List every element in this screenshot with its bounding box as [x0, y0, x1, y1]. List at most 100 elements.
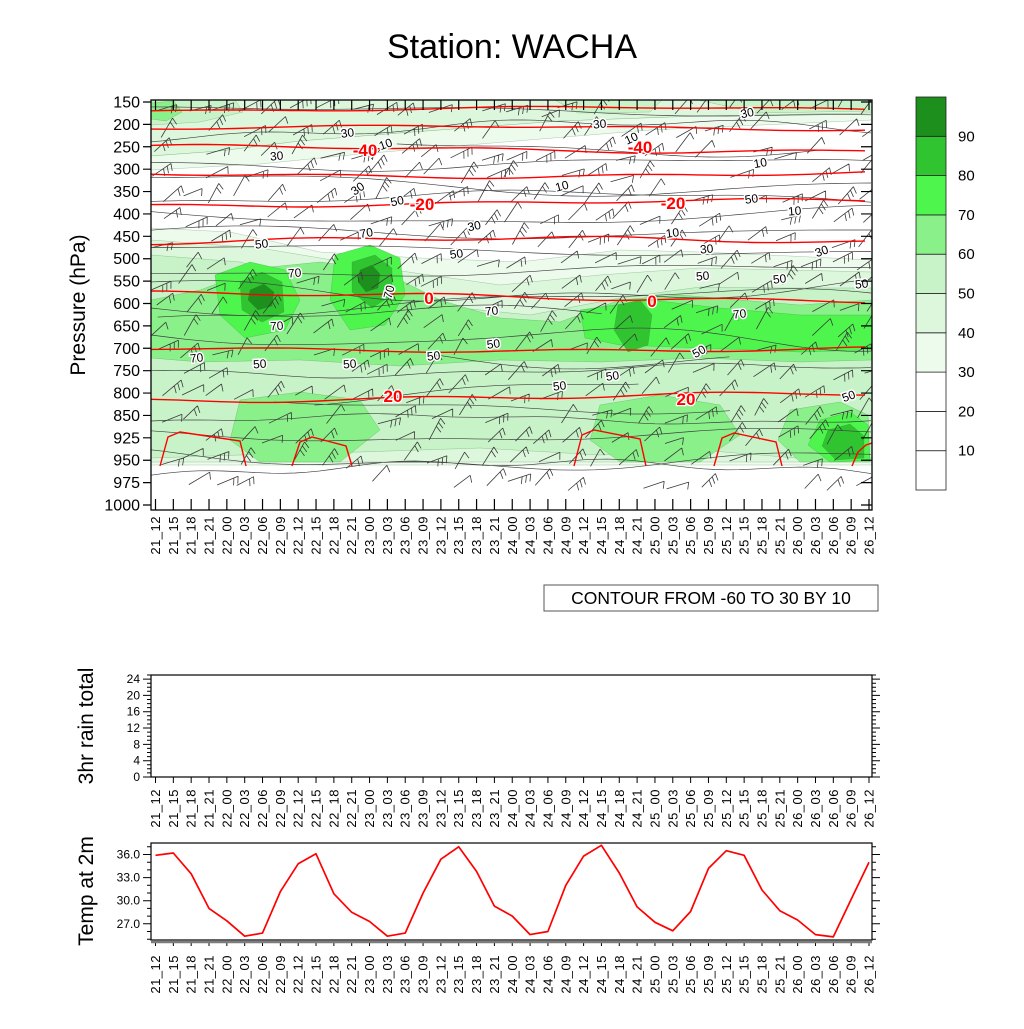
pressure-tick-label: 850	[113, 408, 140, 425]
time-tick-label: 24_18	[612, 955, 627, 994]
colorbar-tick-label: 20	[958, 403, 975, 420]
pressure-tick-label: 450	[113, 229, 140, 246]
rh-contour-label: 50	[605, 368, 620, 384]
time-tick-label: 24_09	[558, 789, 573, 828]
time-tick-label: 24_15	[594, 789, 609, 828]
time-tick-label: 24_03	[523, 955, 538, 994]
time-tick-label: 24_00	[505, 955, 520, 994]
rh-contour-label: 70	[381, 283, 398, 300]
time-tick-label: 22_15	[309, 955, 324, 994]
time-tick-label: 26_03	[808, 789, 823, 828]
time-tick-label: 26_09	[844, 789, 859, 828]
colorbar-cell	[915, 371, 947, 412]
colorbar-cell	[915, 332, 947, 373]
time-tick-label: 26_00	[790, 516, 805, 555]
time-tick-label: 26_12	[862, 789, 877, 828]
colorbar-tick-label: 10	[958, 443, 975, 460]
time-tick-label: 21_21	[202, 516, 217, 555]
time-tick-label: 24_03	[523, 516, 538, 555]
time-tick-label: 23_00	[362, 789, 377, 828]
contour-note-box: CONTOUR FROM -60 TO 30 BY 10	[543, 584, 879, 612]
y-tick-label: 0	[133, 770, 140, 784]
time-tick-label: 26_06	[826, 516, 841, 555]
temp-contour-label: 0	[647, 292, 656, 311]
time-tick-label: 22_03	[237, 516, 252, 555]
temperature-contours	[151, 105, 872, 467]
y-tick-label: 20	[127, 688, 141, 702]
time-tick-label: 23_18	[469, 955, 484, 994]
rh-contour-label: 70	[484, 303, 499, 318]
y-tick-label: 33.0	[117, 871, 141, 885]
time-tick-label: 26_03	[808, 955, 823, 994]
time-tick-label: 23_21	[487, 789, 502, 828]
rh-region	[554, 100, 663, 114]
colorbar-cell	[915, 410, 947, 452]
time-tick-label: 24_21	[630, 955, 645, 994]
time-tick-label: 25_00	[647, 789, 662, 828]
rh-contour-label: 50	[389, 193, 405, 210]
time-tick-label: 22_06	[255, 516, 270, 555]
panel-ticks	[143, 674, 880, 783]
rh-contour-label: 50	[254, 236, 269, 251]
time-tick-label: 25_09	[701, 516, 716, 555]
time-tick-label: 23_15	[451, 955, 466, 994]
time-tick-label: 24_06	[540, 955, 555, 994]
rh-contour-label: 50	[695, 268, 710, 283]
rh-contour-label: 70	[189, 350, 204, 365]
pressure-tick-label: 400	[113, 206, 140, 223]
pressure-tick-label: 700	[113, 341, 140, 358]
time-tick-label: 22_06	[255, 789, 270, 828]
time-tick-label: 21_21	[202, 789, 217, 828]
time-tick-label: 24_12	[576, 955, 591, 994]
temp-chart: 27.030.033.036.021_12 21_15 21_18 21_21 22_0…	[117, 842, 880, 994]
rh-region	[247, 283, 275, 311]
colorbar-cell	[915, 135, 947, 177]
time-tick-label: 26_06	[826, 789, 841, 828]
rh-contour-label: 30	[699, 241, 714, 256]
temp-contour-label: -40	[353, 141, 378, 160]
time-tick-label: 25_21	[772, 516, 787, 555]
time-tick-label: 23_06	[398, 516, 413, 555]
y-tick-label: 4	[133, 754, 140, 768]
time-tick-label: 24_12	[576, 789, 591, 828]
rh-contour-label: 30	[269, 148, 284, 163]
time-tick-label: 21_18	[184, 955, 199, 994]
time-tick-label: 26_06	[826, 955, 841, 994]
time-tick-label: 21_18	[184, 789, 199, 828]
colorbar-cell	[915, 96, 947, 137]
time-tick-label: 22_00	[219, 516, 234, 555]
time-tick-label: 26_09	[844, 955, 859, 994]
time-tick-label: 22_15	[309, 516, 324, 555]
temp-contour-label: -20	[661, 194, 686, 213]
colorbar-tick-label: 60	[958, 246, 975, 263]
colorbar-tick-label: 90	[958, 128, 975, 145]
rh-contour-label: 30	[739, 105, 755, 122]
time-tick-label: 23_12	[433, 955, 448, 994]
time-tick-label: 22_09	[273, 789, 288, 828]
time-tick-label: 21_15	[166, 789, 181, 828]
time-tick-label: 25_03	[665, 516, 680, 555]
rh-contour-label: 30	[592, 116, 607, 131]
rh-contour-label: 50	[426, 348, 441, 363]
time-tick-label: 22_12	[291, 789, 306, 828]
time-tick-label: 25_06	[683, 955, 698, 994]
pressure-tick-label: 250	[113, 139, 140, 156]
time-tick-label: 26_12	[862, 516, 877, 555]
time-tick-label: 26_03	[808, 516, 823, 555]
rh-contour-label: 50	[552, 378, 567, 393]
time-tick-label: 23_03	[380, 955, 395, 994]
colorbar-legend: 10 20 30 40 50 60 70 80 90	[915, 96, 975, 491]
colorbar-cell	[915, 253, 947, 294]
panel-border	[150, 674, 873, 778]
time-tick-label: 25_03	[665, 789, 680, 828]
temp-axis-title: Temp at 2m	[75, 836, 98, 946]
colorbar-tick-label: 50	[958, 286, 975, 303]
main-plot-border	[150, 99, 873, 511]
time-tick-label: 21_12	[148, 789, 163, 828]
rh-contour-label: 30	[466, 218, 482, 235]
panel-ticks	[143, 846, 880, 946]
time-tick-label: 21_18	[184, 516, 199, 555]
time-tick-label: 24_06	[540, 516, 555, 555]
time-tick-label: 23_18	[469, 516, 484, 555]
